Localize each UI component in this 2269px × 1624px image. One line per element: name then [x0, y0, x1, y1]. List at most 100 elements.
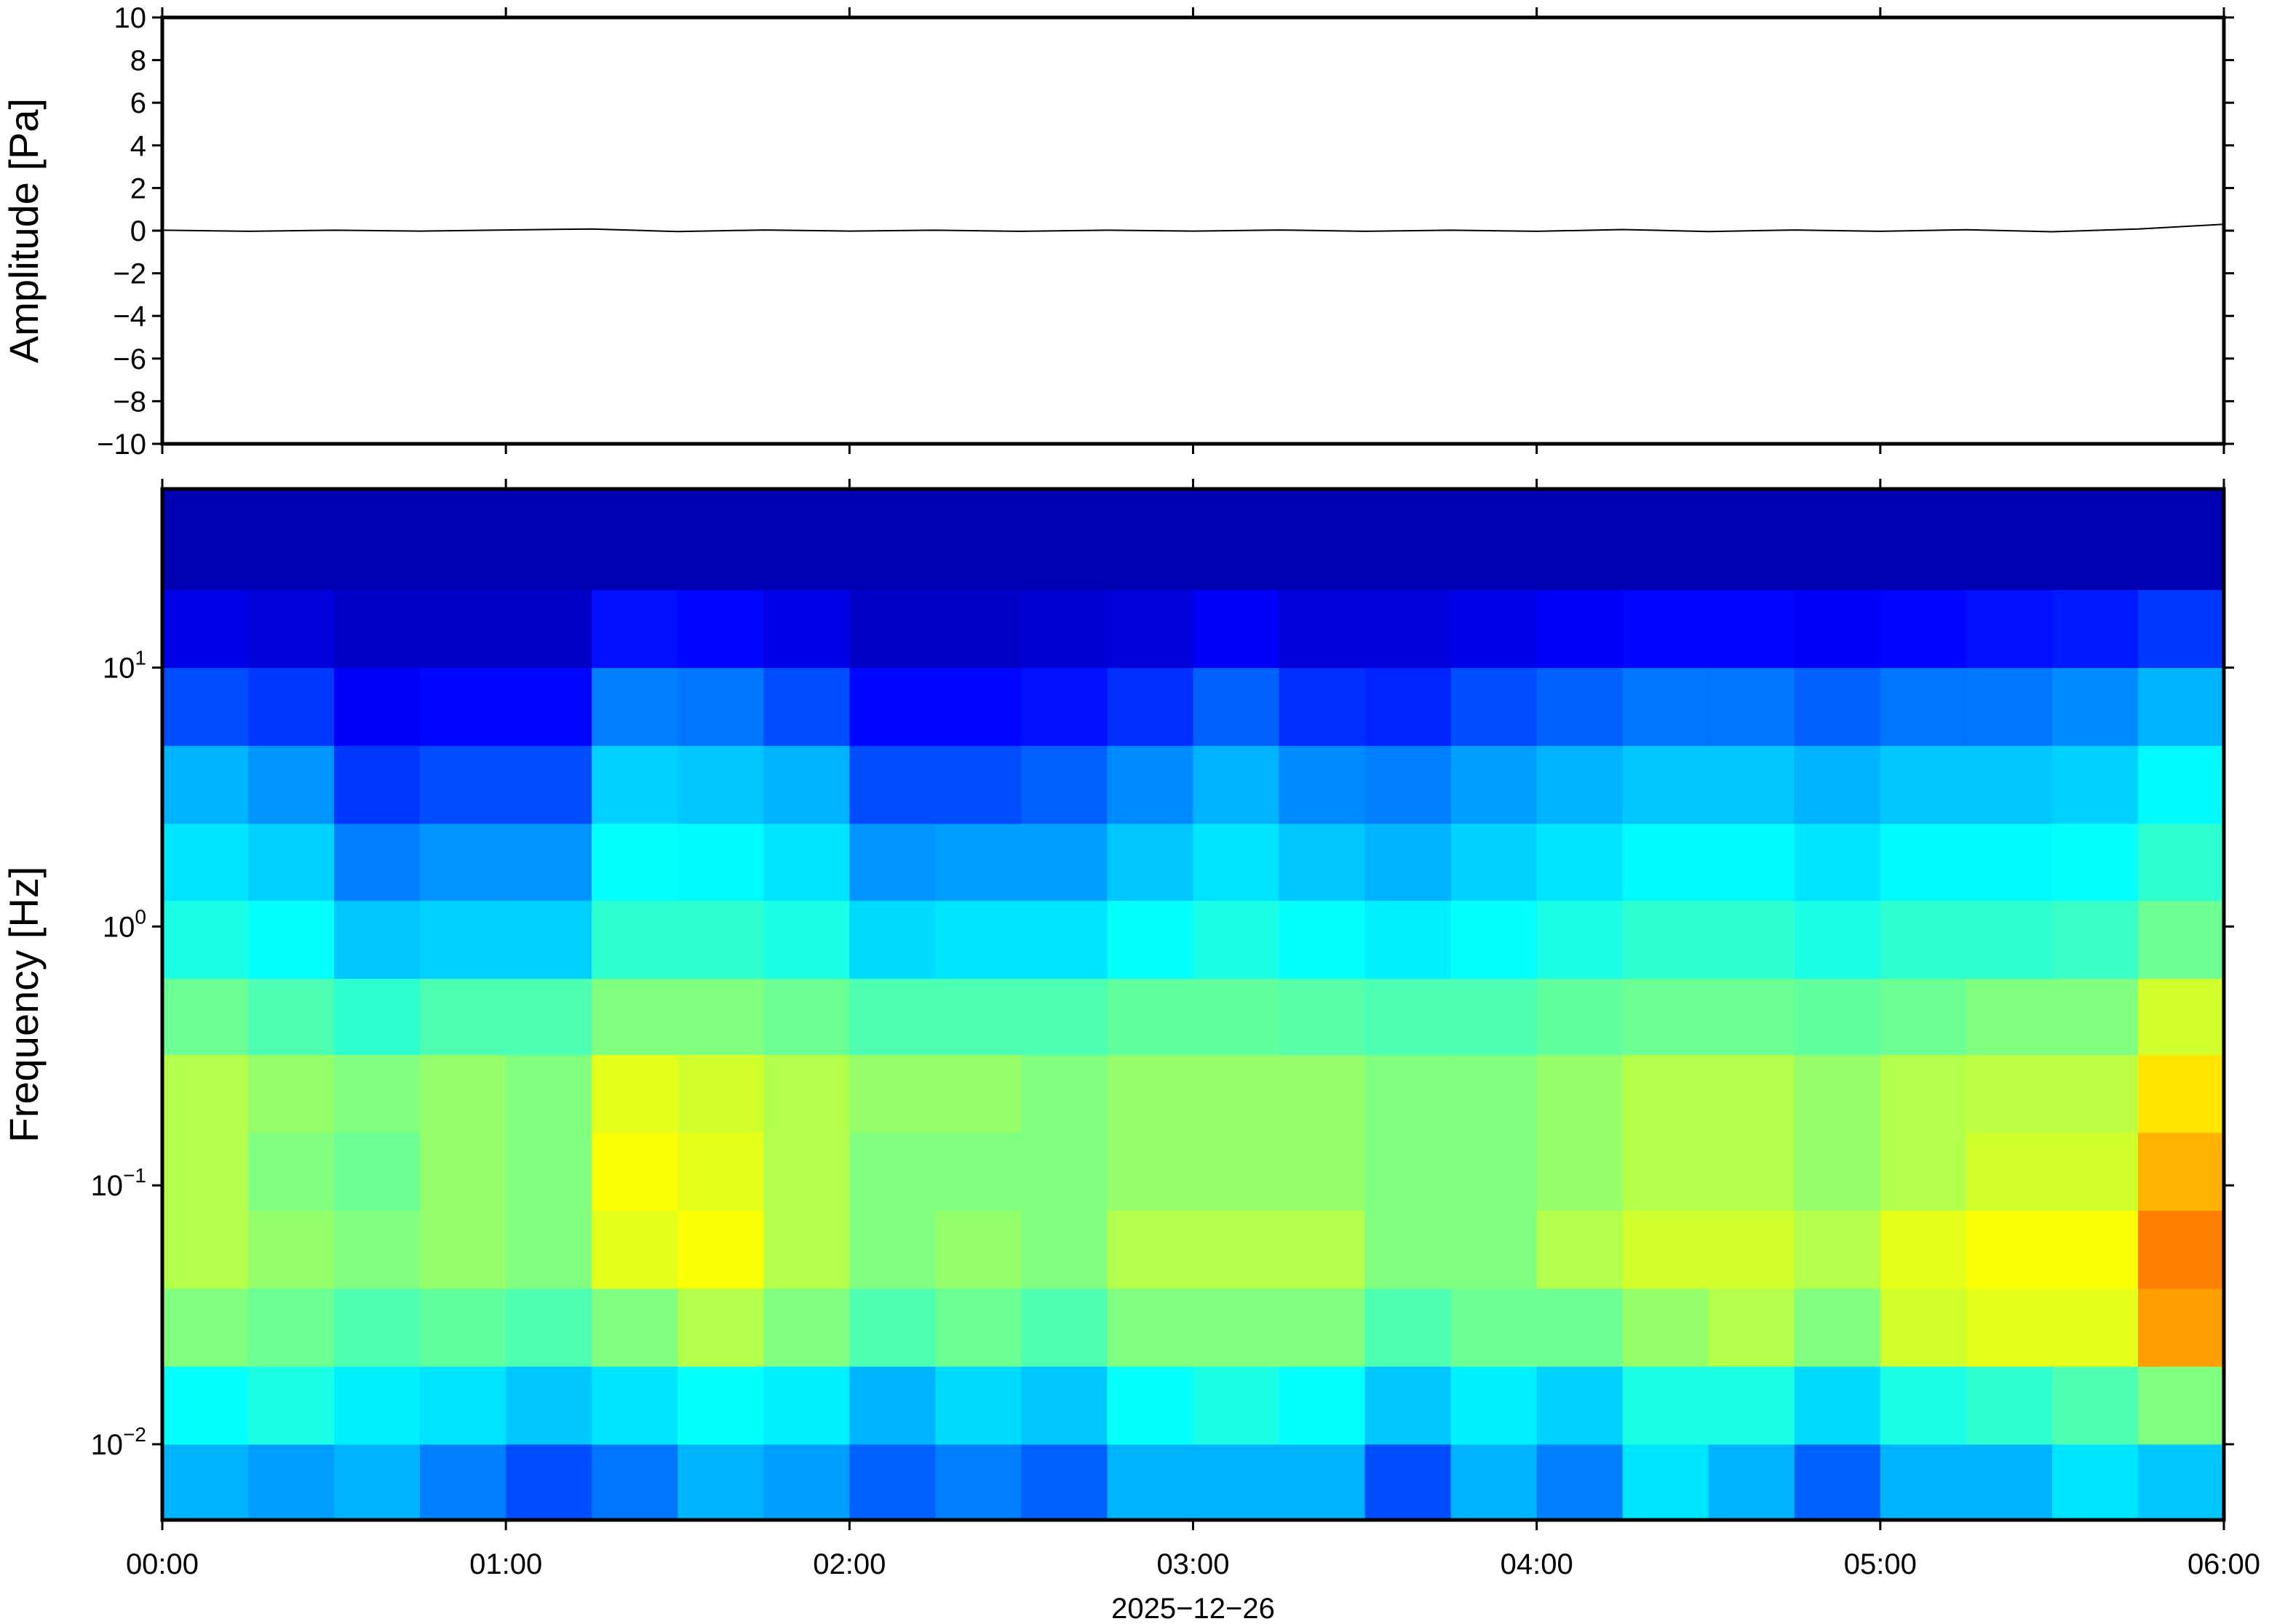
y-tick-label: 8 — [130, 45, 146, 77]
spectrogram-cell — [677, 1444, 764, 1520]
spectrogram-cell — [1622, 1210, 1709, 1289]
spectrogram-cell — [248, 823, 335, 901]
spectrogram-cell — [248, 1366, 335, 1445]
spectrogram-cell — [162, 745, 249, 824]
spectrogram-cell — [1966, 823, 2053, 901]
y-tick-label-base: −8 — [113, 386, 146, 418]
spectrogram-cell — [2137, 900, 2224, 979]
spectrogram-cell — [592, 1054, 678, 1134]
spectrogram-cell — [1450, 589, 1538, 669]
spectrogram-cell — [1193, 823, 1280, 901]
spectrogram-cell — [592, 1210, 678, 1289]
spectrogram-cell — [506, 589, 592, 669]
spectrogram-cell — [849, 489, 936, 590]
spectrogram-cell — [248, 1444, 335, 1520]
spectrogram-cell — [1880, 978, 1967, 1055]
spectrogram-cell — [1450, 900, 1538, 979]
spectrogram-cell — [592, 1444, 678, 1520]
spectrogram-cell — [1107, 1210, 1193, 1289]
spectrogram-cell — [334, 745, 421, 824]
spectrogram-cell — [592, 1132, 678, 1211]
spectrogram-cell — [1279, 489, 1366, 590]
y-tick-label-base: 10 — [103, 653, 135, 685]
y-tick-label: 10−1 — [91, 1164, 146, 1202]
spectrogram-cell — [1880, 823, 1967, 901]
spectrogram-cell — [2051, 900, 2139, 979]
spectrogram-cell — [506, 489, 592, 590]
spectrogram-cell — [763, 823, 850, 901]
spectrogram-cell — [1279, 1366, 1366, 1445]
spectrogram-cell — [1450, 667, 1538, 747]
spectrogram-cell — [677, 589, 764, 669]
spectrogram-cell — [1880, 1444, 1967, 1520]
spectrogram-cell — [1450, 978, 1538, 1055]
spectrogram-cell — [849, 1132, 936, 1211]
x-tick-label: 04:00 — [1501, 1548, 1573, 1580]
spectrogram-cell — [1021, 667, 1108, 747]
y-tick-label-base: 4 — [130, 130, 146, 162]
plot-area — [162, 223, 2224, 233]
spectrogram-cell — [2051, 1288, 2139, 1367]
spectrogram-cell — [1450, 1210, 1538, 1289]
spectrogram-cell — [1364, 667, 1452, 747]
spectrogram-cell — [1450, 1054, 1538, 1134]
spectrogram-cell — [1622, 489, 1709, 590]
spectrogram-cell — [1794, 745, 1881, 824]
y-tick-label-exponent: 1 — [135, 647, 146, 669]
spectrogram-cell — [2051, 1444, 2139, 1520]
spectrogram-cell — [935, 978, 1022, 1055]
spectrogram-cell — [1107, 823, 1193, 901]
spectrogram-cell — [1622, 745, 1709, 824]
spectrogram-cell — [849, 589, 936, 669]
spectrogram-cell — [592, 978, 678, 1055]
x-tick-label: 00:00 — [126, 1548, 199, 1580]
spectrogram-cell — [1794, 823, 1881, 901]
y-tick-label: 10−2 — [91, 1423, 146, 1461]
spectrogram-cell — [1450, 823, 1538, 901]
spectrogram-cell — [677, 1366, 764, 1445]
spectrogram-cell — [162, 667, 249, 747]
spectrogram-cell — [677, 489, 764, 590]
spectrogram-cell — [334, 667, 421, 747]
spectrogram-cell — [1107, 1444, 1193, 1520]
y-tick-label-base: −4 — [113, 300, 146, 333]
spectrogram-cell — [1364, 1210, 1452, 1289]
spectrogram-cell — [1880, 589, 1967, 669]
spectrogram-cell — [935, 489, 1022, 590]
spectrogram-cell — [1021, 1366, 1108, 1445]
spectrogram-cell — [1622, 900, 1709, 979]
spectrogram-cell — [1794, 978, 1881, 1055]
spectrogram-cell — [420, 978, 506, 1055]
spectrogram-cell — [1107, 745, 1193, 824]
spectrogram-cell — [1966, 745, 2053, 824]
spectrogram-cell — [1622, 667, 1709, 747]
y-tick-label-base: 0 — [130, 215, 146, 247]
spectrogram-cell — [935, 1288, 1022, 1367]
spectrogram-cell — [935, 1054, 1022, 1134]
spectrogram-cell — [1107, 1132, 1193, 1211]
spectrogram-cell — [677, 1132, 764, 1211]
spectrogram-cell — [1622, 1132, 1709, 1211]
spectrogram-cell — [1966, 1366, 2053, 1445]
y-tick-label-base: 10 — [114, 2, 147, 34]
spectrogram-cell — [1966, 489, 2053, 590]
spectrogram-cell — [592, 1366, 678, 1445]
spectrogram-cell — [248, 900, 335, 979]
spectrogram-cell — [506, 978, 592, 1055]
y-tick-label: 10 — [114, 2, 147, 34]
spectrogram-cell — [1107, 900, 1193, 979]
y-tick-label-base: −2 — [113, 258, 146, 290]
y-tick-label-base: 10 — [91, 1170, 124, 1202]
spectrogram-cell — [935, 745, 1022, 824]
spectrogram-cell — [592, 667, 678, 747]
spectrogram-cell — [1021, 900, 1108, 979]
y-tick-label-exponent: −1 — [123, 1164, 146, 1187]
spectrogram-cell — [1279, 667, 1366, 747]
spectrogram-cell — [1279, 1132, 1366, 1211]
spectrogram-cell — [1536, 900, 1624, 979]
spectrogram-cell — [1708, 1210, 1795, 1289]
spectrogram-cell — [1364, 745, 1452, 824]
y-tick-label: 4 — [130, 130, 146, 162]
spectrogram-cell — [677, 978, 764, 1055]
spectrogram-cell — [1364, 978, 1452, 1055]
